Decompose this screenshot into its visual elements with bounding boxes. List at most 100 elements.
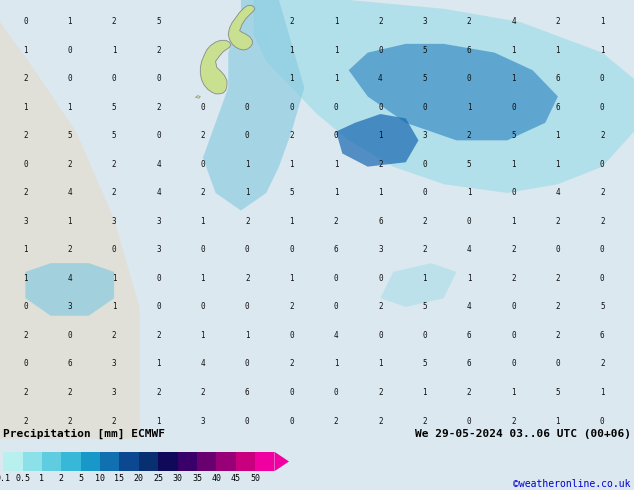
Text: 2: 2: [600, 131, 605, 141]
Text: 6: 6: [378, 217, 383, 226]
Text: 3: 3: [378, 245, 383, 254]
Text: 1: 1: [200, 217, 205, 226]
Text: 1: 1: [289, 46, 294, 55]
Text: 0: 0: [333, 131, 339, 141]
Polygon shape: [336, 114, 418, 167]
Text: 0: 0: [245, 245, 250, 254]
Text: We 29-05-2024 03..06 UTC (00+06): We 29-05-2024 03..06 UTC (00+06): [415, 429, 631, 439]
Text: 6: 6: [467, 360, 472, 368]
Polygon shape: [0, 0, 139, 439]
Text: 0: 0: [67, 331, 72, 340]
Text: 1: 1: [112, 46, 117, 55]
Text: 0: 0: [156, 74, 161, 83]
Text: 0: 0: [67, 46, 72, 55]
Text: 2: 2: [245, 217, 250, 226]
Text: 2: 2: [112, 416, 117, 425]
Text: 0: 0: [600, 416, 605, 425]
Text: 1: 1: [200, 274, 205, 283]
Text: 10: 10: [95, 473, 105, 483]
Text: 0: 0: [422, 331, 427, 340]
Text: 2: 2: [156, 103, 161, 112]
Text: 2: 2: [112, 189, 117, 197]
Text: 2: 2: [467, 18, 472, 26]
Text: 0: 0: [467, 217, 472, 226]
Text: 1: 1: [112, 274, 117, 283]
Text: 1: 1: [200, 331, 205, 340]
Text: 0: 0: [378, 46, 383, 55]
Text: 2: 2: [156, 388, 161, 397]
Bar: [81, 452, 100, 471]
Text: 2: 2: [555, 217, 560, 226]
Text: 1: 1: [467, 274, 472, 283]
Text: 2: 2: [67, 160, 72, 169]
Text: 0: 0: [511, 302, 516, 312]
Text: 0: 0: [200, 245, 205, 254]
Text: 6: 6: [245, 388, 250, 397]
Text: 1: 1: [422, 388, 427, 397]
Text: 2: 2: [67, 388, 72, 397]
Text: 0: 0: [245, 103, 250, 112]
Text: 5: 5: [422, 360, 427, 368]
Text: 2: 2: [600, 189, 605, 197]
Text: 0: 0: [511, 360, 516, 368]
Text: 1: 1: [67, 18, 72, 26]
Text: 3: 3: [112, 360, 117, 368]
Text: 0: 0: [378, 103, 383, 112]
Text: 3: 3: [422, 18, 427, 26]
Text: 2: 2: [378, 416, 383, 425]
Text: 50: 50: [250, 473, 260, 483]
Text: 2: 2: [422, 217, 427, 226]
Text: 3: 3: [156, 245, 161, 254]
Text: 2: 2: [156, 46, 161, 55]
Text: 2: 2: [378, 18, 383, 26]
Polygon shape: [25, 263, 114, 316]
Text: 1: 1: [23, 274, 28, 283]
Text: 2: 2: [67, 416, 72, 425]
Text: 2: 2: [511, 274, 516, 283]
Text: 2: 2: [600, 217, 605, 226]
Polygon shape: [349, 44, 558, 140]
Text: 0: 0: [200, 302, 205, 312]
Bar: [216, 452, 236, 471]
Text: 30: 30: [172, 473, 183, 483]
Text: 2: 2: [112, 18, 117, 26]
Text: 0: 0: [333, 274, 339, 283]
Text: 1: 1: [156, 360, 161, 368]
Text: 0: 0: [378, 274, 383, 283]
Text: 5: 5: [112, 131, 117, 141]
Text: 0: 0: [289, 331, 294, 340]
Text: 2: 2: [555, 302, 560, 312]
Text: 6: 6: [555, 103, 560, 112]
Text: 2: 2: [289, 18, 294, 26]
Text: 4: 4: [156, 160, 161, 169]
Text: 1: 1: [333, 74, 339, 83]
Text: 1: 1: [67, 217, 72, 226]
Text: 0: 0: [378, 331, 383, 340]
Polygon shape: [228, 5, 255, 50]
Text: 1: 1: [289, 74, 294, 83]
Text: 1: 1: [333, 46, 339, 55]
Text: 1: 1: [333, 18, 339, 26]
Text: 2: 2: [200, 189, 205, 197]
Text: 1: 1: [67, 103, 72, 112]
Text: 0: 0: [333, 388, 339, 397]
Bar: [236, 452, 255, 471]
Text: 0: 0: [467, 74, 472, 83]
Text: 2: 2: [200, 131, 205, 141]
Bar: [23, 452, 42, 471]
Text: 1: 1: [245, 160, 250, 169]
Text: 1: 1: [511, 74, 516, 83]
Text: 5: 5: [289, 189, 294, 197]
Text: 2: 2: [511, 416, 516, 425]
Text: 1: 1: [156, 416, 161, 425]
Bar: [100, 452, 119, 471]
Text: 1: 1: [333, 360, 339, 368]
Text: 0: 0: [289, 388, 294, 397]
Text: 1: 1: [23, 245, 28, 254]
Text: 2: 2: [289, 131, 294, 141]
Text: 4: 4: [333, 331, 339, 340]
Text: 1: 1: [289, 160, 294, 169]
Text: 2: 2: [23, 416, 28, 425]
Text: 1: 1: [511, 46, 516, 55]
Text: 2: 2: [23, 74, 28, 83]
